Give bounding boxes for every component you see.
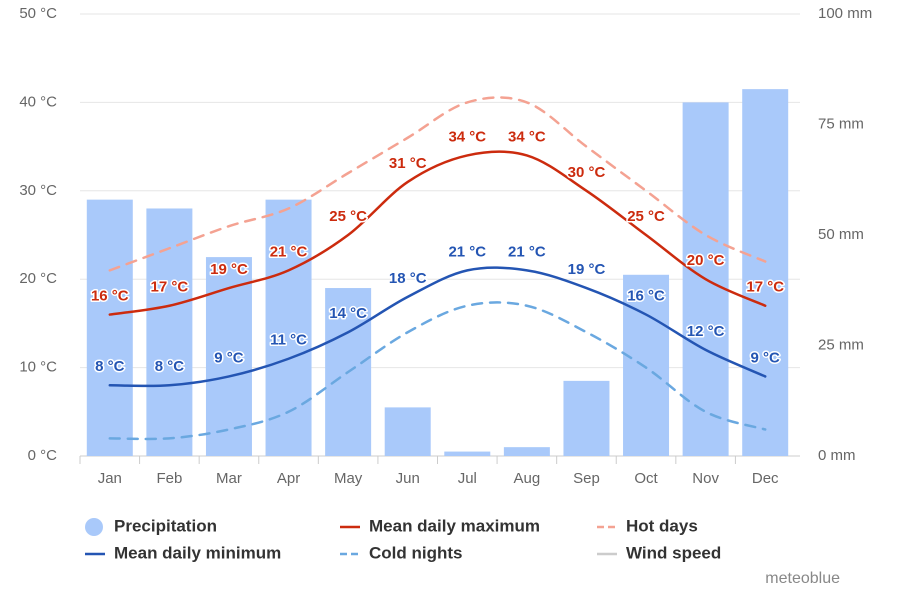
data-label: 9 °C [214, 349, 244, 366]
data-label: 8 °C [95, 358, 125, 375]
x-tick-label: Oct [634, 470, 658, 487]
y-tick-label: 10 °C [19, 359, 57, 376]
y2-tick-label: 100 mm [818, 5, 872, 22]
legend-marker [85, 518, 103, 536]
data-label: 34 °C [448, 128, 486, 145]
y-tick-label: 30 °C [19, 182, 57, 199]
data-label: 25 °C [627, 208, 665, 225]
bar [205, 257, 252, 456]
line [108, 96, 767, 272]
x-tick-label: May [334, 470, 363, 487]
legend-label: Cold nights [369, 543, 462, 562]
data-label: 21 °C [448, 243, 486, 260]
data-label: 16 °C [91, 288, 129, 305]
x-tick-label: Jun [396, 470, 420, 487]
x-tick-label: Sep [573, 470, 600, 487]
data-label: 16 °C [627, 288, 665, 305]
data-label: 21 °C [270, 243, 308, 260]
x-tick-label: Feb [156, 470, 182, 487]
x-tick-label: Apr [277, 470, 300, 487]
y-tick-label: 0 °C [28, 447, 58, 464]
bar [503, 447, 550, 456]
data-label: 11 °C [270, 332, 307, 349]
bar [86, 199, 133, 456]
line [108, 301, 767, 441]
bar [146, 208, 193, 456]
data-label: 19 °C [210, 261, 248, 278]
legend-label: Mean daily maximum [369, 516, 540, 535]
y-tick-label: 40 °C [19, 93, 57, 110]
data-label: 18 °C [389, 270, 427, 287]
credit: meteoblue [765, 570, 840, 587]
legend-label: Hot days [626, 516, 698, 535]
data-label: 21 °C [508, 243, 546, 260]
data-label: 19 °C [568, 261, 606, 278]
data-label: 34 °C [508, 128, 546, 145]
data-label: 9 °C [751, 349, 781, 366]
x-tick-label: Jul [458, 470, 477, 487]
data-label: 31 °C [389, 155, 427, 172]
line [108, 266, 767, 388]
x-tick-label: Aug [514, 470, 541, 487]
data-label: 17 °C [151, 279, 189, 296]
data-label: 14 °C [329, 305, 367, 322]
bar [623, 274, 670, 456]
y2-tick-label: 75 mm [818, 115, 864, 132]
x-tick-label: Mar [216, 470, 242, 487]
bar [742, 89, 789, 456]
data-label: 8 °C [155, 358, 185, 375]
y2-tick-label: 0 mm [818, 447, 856, 464]
data-label: 17 °C [746, 279, 784, 296]
bar [265, 199, 312, 456]
line [108, 150, 767, 316]
bar [563, 380, 610, 456]
x-tick-label: Nov [692, 470, 719, 487]
data-label: 30 °C [568, 164, 606, 181]
y-tick-label: 20 °C [19, 270, 57, 287]
data-label: 25 °C [329, 208, 367, 225]
legend-label: Precipitation [114, 516, 217, 535]
x-tick-label: Dec [752, 470, 779, 487]
legend-label: Mean daily minimum [114, 543, 281, 562]
y2-tick-label: 50 mm [818, 226, 864, 243]
bar [384, 407, 431, 456]
x-tick-label: Jan [98, 470, 122, 487]
legend-label: Wind speed [626, 543, 721, 562]
data-label: 20 °C [687, 252, 725, 269]
data-label: 12 °C [687, 323, 725, 340]
y-tick-label: 50 °C [19, 5, 57, 22]
y2-tick-label: 25 mm [818, 336, 864, 353]
bar [444, 451, 491, 456]
